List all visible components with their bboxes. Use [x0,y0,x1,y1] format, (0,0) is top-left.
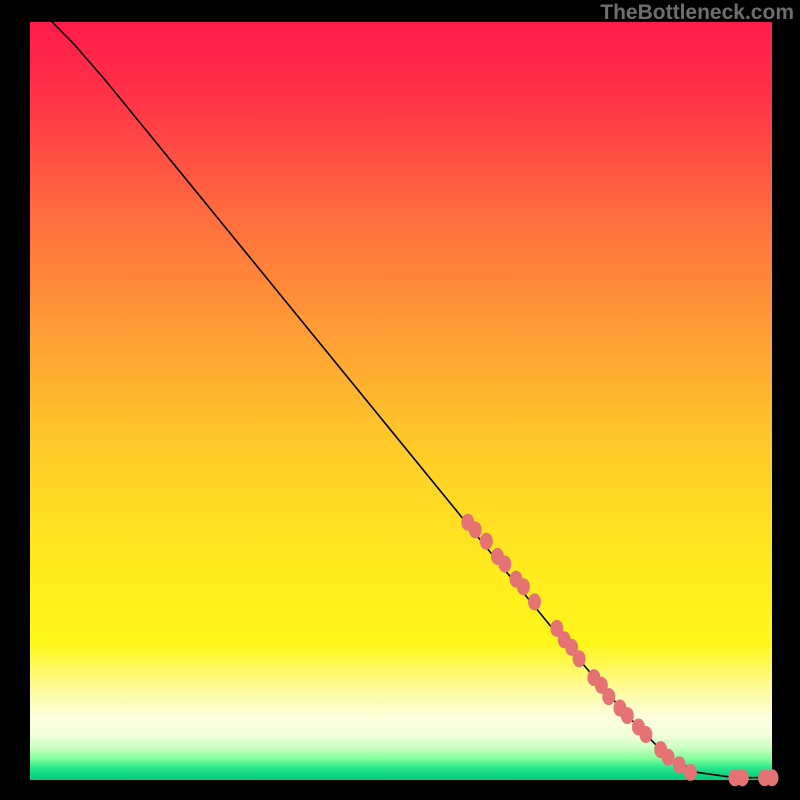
chart-container: TheBottleneck.com [0,0,800,800]
bottleneck-chart [0,0,800,800]
data-marker [517,578,530,595]
data-marker [480,533,493,550]
data-marker [736,769,749,786]
data-marker [602,688,615,705]
data-marker [528,593,541,610]
data-marker [766,769,779,786]
data-marker [684,764,697,781]
plot-background [30,22,772,780]
watermark-text: TheBottleneck.com [600,1,794,25]
data-marker [573,650,586,667]
data-marker [469,521,482,538]
data-marker [639,726,652,743]
data-marker [621,707,634,724]
data-marker [498,555,511,572]
